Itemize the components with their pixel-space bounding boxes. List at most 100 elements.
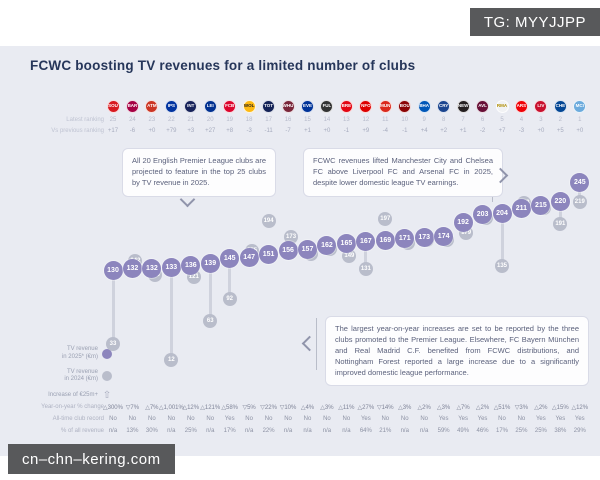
latest-ranking-value: 24	[129, 117, 136, 123]
revenue-2025-bubble: 133	[161, 258, 181, 278]
revenue-2024-bubble: 191	[553, 216, 568, 231]
latest-ranking-value: 21	[187, 117, 195, 123]
club-abbr: LEI	[206, 103, 214, 109]
increase-stick	[208, 263, 212, 321]
club-abbr: AVL	[478, 103, 487, 109]
vs-previous-value: +1	[459, 128, 467, 134]
yoy-change-value: △1,001%	[158, 405, 184, 411]
pct-of-revenue-value: n/a	[400, 428, 409, 434]
revenue-2025-bubble: 245	[570, 173, 590, 193]
club-abbr: LIV	[537, 103, 545, 109]
increase-stick	[111, 270, 115, 344]
latest-ranking-value: 7	[461, 117, 465, 123]
revenue-2025-bubble: 203	[473, 205, 493, 225]
revenue-2025-bubble: 136	[181, 255, 201, 275]
yoy-change-value: ▽5%	[242, 405, 256, 411]
revenue-2025-bubble: 211	[511, 198, 531, 218]
vs-previous-value: +3	[187, 128, 195, 134]
vs-previous-value: -1	[343, 128, 350, 134]
revenue-2024-bubble: 63	[203, 313, 218, 328]
revenue-2024-bubble: 33	[106, 336, 120, 351]
club-logo-newcastle: NEW	[456, 100, 470, 113]
vs-previous-value: +2	[440, 128, 448, 134]
increase-stick	[169, 267, 173, 360]
club-logo-west-ham: WHU	[281, 100, 295, 113]
tag-badge: TG: MYYJJPP	[469, 8, 600, 36]
club-logo-wolves: WOL	[242, 100, 256, 113]
up-arrow-icon: ⇧	[102, 390, 112, 402]
revenue-2025-bubble: 130	[103, 260, 123, 280]
club-abbr: WOL	[243, 103, 255, 109]
pct-of-revenue-value: n/a	[322, 428, 332, 434]
revenue-2024-bubble: 219	[572, 195, 587, 210]
yoy-change-value: △2%	[534, 405, 548, 411]
club-logo-crystal-palace: CRY	[437, 100, 451, 113]
latest-ranking-value: 3	[539, 117, 543, 123]
pct-of-revenue-value: 25%	[534, 428, 547, 434]
yoy-change-value: ▽7%	[125, 405, 140, 411]
all-time-record-value: Yes	[574, 416, 585, 422]
increase-stick	[364, 241, 368, 270]
all-time-record-value: No	[148, 416, 156, 422]
club-logo-tottenham: TOT	[262, 100, 276, 113]
club-logo-inter-milan: INT	[184, 100, 198, 113]
revenue-2025-bubble: 145	[220, 249, 240, 269]
yoy-change-value: △121%	[200, 405, 221, 411]
pct-of-revenue-value: 29%	[573, 428, 586, 434]
vs-previous-value: +0	[148, 128, 156, 134]
page-title: FCWC boosting TV revenues for a limited …	[30, 58, 416, 73]
all-time-record-value: Yes	[438, 416, 449, 422]
vs-previous-value: -3	[246, 128, 252, 134]
legend-2025-label: TV revenue in 2025* (€m)	[61, 346, 98, 360]
all-time-record-value: Yes	[458, 416, 468, 422]
club-abbr: FCB	[225, 103, 235, 109]
yoy-change-value: △58%	[221, 405, 238, 411]
yoy-change-value: ▽22%	[260, 405, 277, 411]
club-abbr: RMA	[496, 103, 508, 109]
pct-of-revenue-value: 21%	[379, 428, 392, 434]
pct-of-revenue-value: n/a	[167, 428, 176, 434]
all-time-record-value: No	[400, 416, 409, 422]
vs-previous-value: -7	[285, 128, 291, 134]
pct-of-revenue-value: 22%	[262, 428, 275, 434]
club-abbr: WHU	[282, 103, 294, 109]
club-abbr: NFO	[361, 103, 371, 109]
club-abbr: EVE	[302, 103, 312, 109]
pct-of-revenue-value: 46%	[476, 428, 489, 434]
club-abbr: NEW	[457, 103, 469, 109]
revenue-2025-bubble: 156	[278, 240, 298, 260]
yoy-change-value: △3%	[436, 405, 451, 411]
all-time-record-value: Yes	[360, 416, 371, 422]
purple-dot-icon	[102, 348, 112, 359]
vs-previous-value: -6	[129, 128, 136, 134]
club-abbr: INT	[187, 103, 195, 109]
club-abbr: BRE	[341, 103, 352, 109]
all-time-record-value: No	[284, 416, 292, 422]
yoy-change-value: ▽3%	[514, 405, 529, 411]
yoy-change-value: ▽14%	[376, 405, 394, 411]
all-time-record-value: No	[498, 416, 506, 422]
chart-legend: TV revenue in 2025* (€m) TV revenue in 2…	[0, 346, 112, 408]
all-time-record-value: No	[323, 416, 331, 422]
revenue-2025-bubble: 162	[317, 236, 337, 256]
latest-ranking-value: 13	[343, 117, 350, 123]
club-abbr: FUL	[322, 103, 332, 109]
all-time-record-value: Yes	[224, 416, 235, 422]
legend-item-2025: TV revenue in 2025* (€m)	[0, 346, 112, 362]
yoy-change-value: △11%	[338, 405, 355, 411]
revenue-2025-bubble: 132	[142, 258, 162, 278]
revenue-2025-bubble: 157	[298, 239, 317, 259]
revenue-2025-bubble: 151	[259, 244, 279, 264]
record-row-label: All-time club record	[52, 416, 104, 422]
all-time-record-value: No	[264, 416, 273, 422]
yoy-change-value: △2%	[475, 405, 490, 411]
latest-ranking-value: 1	[578, 117, 582, 123]
revenue-2025-bubble: 204	[492, 204, 512, 224]
yoy-change-value: △3%	[320, 405, 334, 411]
all-time-record-value: No	[109, 416, 117, 422]
all-time-record-value: No	[245, 416, 253, 422]
yoy-row-label: Year-on-year % change	[41, 404, 104, 410]
all-time-record-value: Yes	[535, 416, 546, 422]
club-logo-man-united: MUN	[378, 100, 392, 113]
club-logo-atletico-madrid: ATM	[145, 100, 159, 113]
